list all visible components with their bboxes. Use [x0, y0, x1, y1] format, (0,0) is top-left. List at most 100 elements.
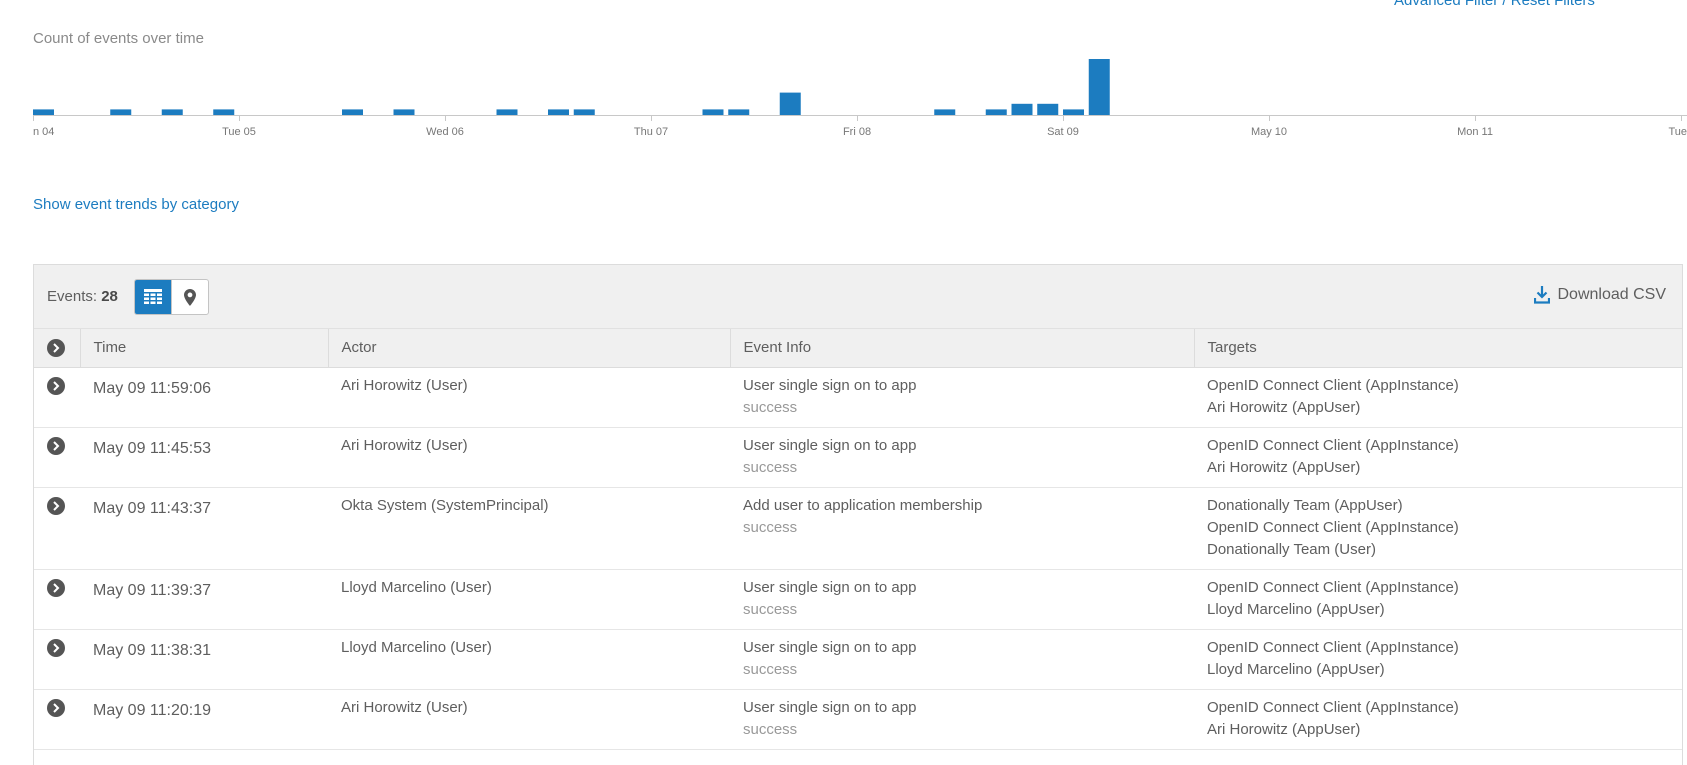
events-table-body: May 09 11:59:06 Ari Horowitz (User) User… [34, 367, 1682, 750]
events-toolbar: Events: 28 [34, 265, 1682, 329]
table-row[interactable]: May 09 11:38:31 Lloyd Marcelino (User) U… [34, 629, 1682, 690]
event-actor: Lloyd Marcelino (User) [328, 569, 730, 630]
chevron-right-icon[interactable] [47, 698, 65, 717]
table-row[interactable]: May 09 11:45:53 Ari Horowitz (User) User… [34, 427, 1682, 488]
event-name: User single sign on to app [743, 638, 917, 656]
target-item: Donationally Team (AppUser) [1207, 496, 1403, 514]
events-panel: Events: 28 [33, 264, 1683, 765]
histogram-bar[interactable] [548, 109, 569, 115]
histogram-bar[interactable] [1088, 59, 1110, 115]
histogram-bar[interactable] [573, 109, 595, 115]
event-actor: Ari Horowitz (User) [328, 689, 730, 750]
column-header-actor[interactable]: Actor [328, 329, 731, 368]
table-row[interactable]: May 09 11:20:19 Ari Horowitz (User) User… [34, 689, 1682, 750]
histogram-bar[interactable] [1063, 109, 1084, 115]
event-time: May 09 11:39:37 [80, 569, 328, 630]
event-info: User single sign on to app success [730, 427, 1194, 488]
column-header-targets[interactable]: Targets [1194, 329, 1682, 368]
table-view-button[interactable] [135, 280, 171, 314]
advanced-filter-link[interactable]: Advanced Filter [1394, 0, 1499, 9]
histogram-bar[interactable] [161, 109, 183, 115]
x-tick-label: Wed 06 [426, 126, 464, 138]
download-csv-button[interactable]: Download CSV [1533, 285, 1666, 304]
event-result: success [743, 600, 798, 618]
x-tick-label: Fri 08 [843, 126, 871, 138]
event-name: User single sign on to app [743, 436, 917, 454]
table-row[interactable]: May 09 11:43:37 Okta System (SystemPrinc… [34, 487, 1682, 570]
chevron-right-icon[interactable] [47, 578, 65, 597]
table-row[interactable]: May 09 11:39:37 Lloyd Marcelino (User) U… [34, 569, 1682, 630]
event-actor: Ari Horowitz (User) [328, 427, 730, 488]
histogram-bar[interactable] [1037, 103, 1059, 115]
chevron-right-icon[interactable] [47, 436, 65, 455]
expand-cell [34, 367, 80, 428]
column-header-time[interactable]: Time [80, 329, 329, 368]
expand-cell [34, 427, 80, 488]
event-trends-link[interactable]: Show event trends by category [33, 196, 239, 213]
event-targets: OpenID Connect Client (AppInstance) Ari H… [1194, 367, 1682, 428]
histogram-bar[interactable] [702, 109, 724, 115]
chevron-right-icon[interactable] [47, 376, 65, 395]
event-info: User single sign on to app success [730, 689, 1194, 750]
histogram-bar[interactable] [110, 109, 132, 115]
event-actor: Okta System (SystemPrincipal) [328, 487, 730, 570]
expand-cell [34, 689, 80, 750]
x-tick-label: May 10 [1251, 126, 1287, 138]
histogram-bar[interactable] [728, 109, 750, 115]
target-item: OpenID Connect Client (AppInstance) [1207, 518, 1459, 536]
target-item: OpenID Connect Client (AppInstance) [1207, 436, 1459, 454]
events-count: Events: 28 [47, 288, 118, 305]
event-info: User single sign on to app success [730, 367, 1194, 428]
event-time: May 09 11:59:06 [80, 367, 328, 428]
events-histogram: n 04 Tue 05 Wed 06 Thu 07 Fri 08 Sat 09 May 10… [33, 59, 1687, 138]
column-header-event-info[interactable]: Event Info [730, 329, 1195, 368]
event-result: success [743, 660, 798, 678]
histogram-bar[interactable] [779, 92, 801, 115]
target-item: OpenID Connect Client (AppInstance) [1207, 698, 1459, 716]
event-targets: OpenID Connect Client (AppInstance) Lloyd… [1194, 629, 1682, 690]
x-tick-label: Thu 07 [634, 126, 668, 138]
expand-cell [34, 569, 80, 630]
map-view-button[interactable] [171, 280, 208, 314]
histogram-bar[interactable] [213, 109, 235, 115]
event-time: May 09 11:45:53 [80, 427, 328, 488]
event-result: success [743, 398, 798, 416]
reset-filters-link[interactable]: Reset Filters [1510, 0, 1595, 9]
histogram-bar[interactable] [934, 109, 956, 115]
event-actor: Lloyd Marcelino (User) [328, 629, 730, 690]
event-name: User single sign on to app [743, 698, 917, 716]
histogram-bar[interactable] [33, 109, 54, 115]
view-toggle [134, 279, 209, 315]
histogram-bar[interactable] [1011, 103, 1033, 115]
x-tick-label: Tue [1668, 126, 1687, 138]
expand-all-header[interactable] [34, 329, 81, 368]
event-time: May 09 11:38:31 [80, 629, 328, 690]
event-time: May 09 11:20:19 [80, 689, 328, 750]
target-item: OpenID Connect Client (AppInstance) [1207, 376, 1459, 394]
filter-links: Advanced Filter / Reset Filters [1394, 0, 1595, 9]
histogram-bar[interactable] [985, 109, 1007, 115]
target-item: Ari Horowitz (AppUser) [1207, 720, 1361, 738]
event-targets: OpenID Connect Client (AppInstance) Ari H… [1194, 689, 1682, 750]
target-item: OpenID Connect Client (AppInstance) [1207, 578, 1459, 596]
download-icon [1533, 286, 1550, 304]
event-info: User single sign on to app success [730, 569, 1194, 630]
event-actor: Ari Horowitz (User) [328, 367, 730, 428]
grid-icon [144, 289, 162, 304]
chevron-right-icon[interactable] [47, 338, 65, 357]
histogram-bar[interactable] [342, 109, 363, 115]
table-row[interactable]: May 09 11:59:06 Ari Horowitz (User) User… [34, 367, 1682, 428]
chevron-right-icon[interactable] [47, 638, 65, 657]
x-tick-label: Sat 09 [1047, 126, 1079, 138]
histogram-bar[interactable] [496, 109, 518, 115]
chevron-right-icon[interactable] [47, 496, 65, 515]
event-result: success [743, 518, 798, 536]
event-result: success [743, 720, 798, 738]
target-item: Lloyd Marcelino (AppUser) [1207, 660, 1385, 678]
event-name: Add user to application membership [743, 496, 983, 514]
event-info: User single sign on to app success [730, 629, 1194, 690]
histogram-bar[interactable] [393, 109, 415, 115]
events-label: Events: [47, 288, 98, 305]
target-item: Ari Horowitz (AppUser) [1207, 398, 1361, 416]
event-result: success [743, 458, 798, 476]
